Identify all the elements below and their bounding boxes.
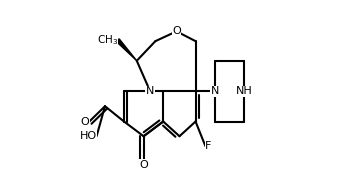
Text: $\mathregular{CH_3}$: $\mathregular{CH_3}$ [96, 33, 118, 47]
Text: HO: HO [79, 131, 97, 141]
Text: O: O [172, 26, 181, 36]
Text: O: O [81, 116, 89, 127]
Text: N: N [211, 86, 219, 96]
Text: F: F [205, 141, 212, 151]
Text: O: O [139, 160, 148, 170]
Polygon shape [116, 39, 137, 61]
Text: NH: NH [236, 86, 253, 96]
Text: N: N [146, 86, 154, 96]
